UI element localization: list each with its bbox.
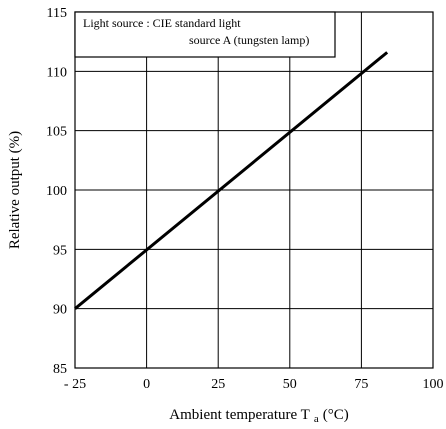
x-tick-label: - 25 [64, 377, 86, 392]
y-tick-label: 85 [53, 362, 67, 377]
x-tick-label: 75 [354, 377, 368, 392]
y-tick-label: 90 [53, 303, 67, 318]
x-tick-label: 0 [143, 377, 150, 392]
x-axis-title-subscript: a [314, 413, 319, 425]
annotation-box: Light source : CIE standard light source… [74, 11, 336, 58]
y-tick-label: 105 [46, 125, 67, 140]
x-axis-title-main: Ambient temperature T [169, 407, 310, 423]
y-tick-label: 95 [53, 243, 67, 258]
y-axis-title: Relative output (%) [7, 131, 23, 249]
x-axis-title: Ambient temperature T a (°C) [169, 407, 348, 425]
x-tick-label: 25 [211, 377, 225, 392]
annotation-line-1: Light source : CIE standard light [83, 16, 241, 30]
y-tick-labels: 85 90 95 100 105 110 115 [46, 6, 67, 377]
x-tick-labels: - 25 0 25 50 75 100 [64, 377, 444, 392]
y-tick-label: 115 [47, 6, 67, 21]
series-line [74, 51, 389, 310]
x-axis-title-unit: (°C) [323, 407, 349, 423]
y-tick-label: 110 [47, 65, 67, 80]
series-layer [74, 51, 389, 310]
x-tick-label: 50 [283, 377, 297, 392]
x-tick-label: 100 [423, 377, 444, 392]
annotation-frame [74, 11, 336, 58]
y-tick-label: 100 [46, 184, 67, 199]
annotation-line-2: source A (tungsten lamp) [189, 33, 309, 47]
